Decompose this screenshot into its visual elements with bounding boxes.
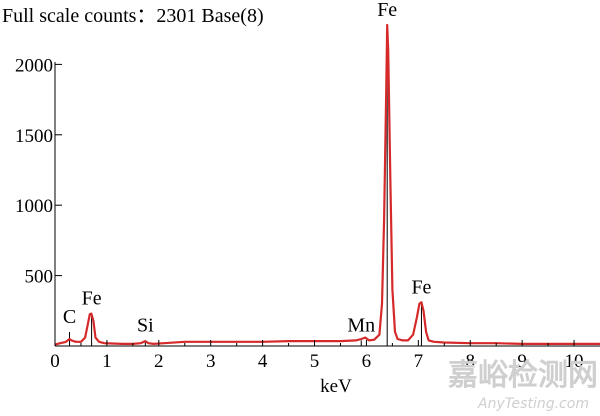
watermark-url: AnyTesting.com <box>477 396 589 412</box>
x-axis-label: keV <box>320 376 352 397</box>
y-ticks: 500 1000 1500 2000 <box>15 55 62 288</box>
peak-labels: C Fe Si Mn Fe Fe <box>63 0 432 336</box>
spectrum-line <box>54 23 600 346</box>
x-tick-label: 5 <box>310 351 320 372</box>
x-tick-label: 9 <box>517 351 527 372</box>
x-tick-label: 2 <box>154 351 164 372</box>
y-tick-label: 1500 <box>15 126 53 147</box>
x-tick-label: 1 <box>102 351 112 372</box>
peak-label: Fe <box>82 288 102 310</box>
watermark-logo-text: 嘉峪检测网 <box>448 358 598 393</box>
x-ticks: 0 1 2 3 4 5 6 7 8 9 10 <box>50 340 584 372</box>
x-tick-label: 4 <box>258 351 268 372</box>
peak-label: Fe <box>411 276 431 298</box>
peak-label: Si <box>137 314 154 336</box>
peak-label: C <box>63 306 76 328</box>
y-tick-label: 500 <box>25 267 54 288</box>
peak-label: Fe <box>377 0 397 21</box>
x-tick-label: 6 <box>362 351 372 372</box>
x-tick-label: 7 <box>414 351 424 372</box>
y-tick-label: 2000 <box>15 55 53 76</box>
x-tick-label: 0 <box>50 351 60 372</box>
chart-title: Full scale counts：2301 Base(8) <box>2 5 264 27</box>
x-tick-label: 3 <box>206 351 216 372</box>
x-tick-label: 8 <box>465 351 475 372</box>
y-tick-label: 1000 <box>15 196 53 217</box>
peak-marker-lines <box>69 24 422 346</box>
peak-label: Mn <box>347 314 375 336</box>
spectrum-series <box>54 23 600 346</box>
x-tick-label: 10 <box>565 351 584 372</box>
